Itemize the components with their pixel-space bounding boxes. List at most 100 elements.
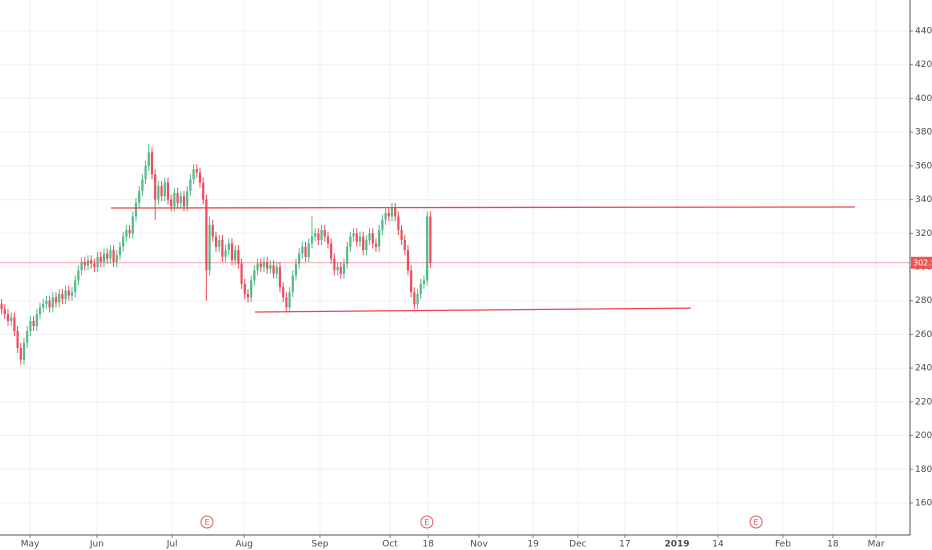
- candle-body: [48, 300, 51, 308]
- candle-body: [224, 250, 227, 257]
- candle-body: [429, 216, 432, 263]
- y-tick-label: 440.0: [915, 27, 932, 37]
- y-tick-label: 280.0: [915, 296, 932, 306]
- candle-body: [6, 314, 10, 321]
- candle-body: [259, 263, 262, 267]
- event-marker: [420, 515, 434, 529]
- candle-body: [378, 229, 381, 247]
- candle-body: [166, 182, 170, 200]
- candle-body: [246, 293, 250, 298]
- candle-body: [141, 179, 144, 192]
- candle-body: [205, 199, 208, 271]
- candle-body: [394, 207, 397, 217]
- x-tick-label: Oct: [382, 540, 398, 550]
- y-tick-label: 200.0: [915, 431, 932, 441]
- candle-body: [96, 256, 99, 267]
- candle-body: [186, 191, 189, 207]
- candle-body: [218, 240, 221, 247]
- candle-body: [227, 243, 230, 251]
- candle-body: [333, 258, 336, 271]
- y-tick-label: 160.0: [915, 498, 932, 508]
- candle-body: [240, 263, 243, 284]
- candle-body: [128, 229, 131, 234]
- candle-body: [131, 216, 134, 234]
- candle-body: [272, 265, 275, 274]
- candle-body: [400, 229, 403, 241]
- candle-body: [368, 233, 371, 241]
- candle-body: [416, 293, 419, 305]
- candle-body: [182, 196, 186, 207]
- x-tick-label: 18: [422, 540, 434, 550]
- candle-body: [387, 213, 390, 217]
- candle-body: [70, 292, 74, 296]
- candle-body: [352, 233, 355, 237]
- last-price-label: 302.5: [913, 258, 932, 267]
- candle-body: [42, 304, 45, 308]
- candle-body: [102, 253, 106, 262]
- candle-body: [176, 192, 179, 203]
- candle-body: [192, 169, 195, 180]
- candle-body: [144, 165, 147, 180]
- candle-body: [291, 275, 294, 293]
- candle-body: [269, 265, 272, 269]
- candle-body: [294, 263, 298, 276]
- x-tick-label: Nov: [470, 540, 488, 550]
- candle-body: [413, 292, 416, 305]
- candle-body: [67, 290, 70, 296]
- candle-body: [314, 233, 317, 237]
- candle-body: [330, 243, 333, 259]
- candle-body: [211, 224, 214, 237]
- candle-body: [320, 229, 323, 241]
- candle-body: [336, 266, 339, 271]
- x-tick-label: Aug: [235, 540, 253, 550]
- candle-body: [90, 260, 93, 264]
- y-tick-label: 320.0: [915, 229, 932, 239]
- candle-body: [422, 280, 426, 284]
- candle-body: [310, 236, 314, 244]
- candle-body: [298, 253, 301, 264]
- candle-body: [397, 216, 400, 230]
- candle-body: [26, 331, 29, 343]
- candle-body: [64, 290, 67, 300]
- candle-body: [10, 317, 13, 321]
- x-tick-label: Sep: [311, 540, 328, 550]
- candle-body: [83, 261, 86, 266]
- candle-body: [202, 182, 205, 200]
- candle-body: [173, 192, 176, 207]
- candle-body: [262, 261, 266, 267]
- candle-body: [112, 250, 115, 262]
- y-tick-label: 220.0: [915, 397, 932, 407]
- candle-body: [253, 270, 256, 281]
- x-tick-label: Feb: [775, 540, 791, 550]
- x-tick-label: 17: [619, 540, 630, 550]
- x-tick-label: Jun: [89, 540, 104, 550]
- candle-body: [307, 243, 310, 257]
- candle-body: [195, 169, 198, 173]
- candle-body: [51, 297, 54, 308]
- candle-body: [3, 309, 6, 315]
- candle-body: [58, 293, 61, 303]
- y-tick-label: 380.0: [915, 128, 932, 138]
- candle-body: [339, 266, 342, 274]
- candle-body: [406, 250, 410, 271]
- candle-body: [189, 179, 192, 192]
- candle-body: [410, 270, 413, 293]
- x-tick-label: 18: [827, 540, 839, 550]
- candle-body: [54, 297, 58, 303]
- x-tick-label: May: [21, 540, 40, 550]
- candle-body: [150, 152, 154, 175]
- y-tick-label: 340.0: [915, 195, 932, 205]
- candle-body: [282, 287, 285, 298]
- candle-body: [106, 253, 109, 259]
- candle-body: [266, 261, 269, 269]
- candle-body: [32, 320, 35, 326]
- event-label: E: [754, 518, 759, 527]
- y-tick-label: 420.0: [915, 60, 932, 70]
- y-tick-label: 400.0: [915, 94, 932, 104]
- last-price-box: [911, 256, 932, 269]
- candle-body: [323, 229, 326, 237]
- candle-body: [230, 243, 234, 261]
- candle-body: [419, 283, 422, 294]
- candle-body: [362, 236, 365, 251]
